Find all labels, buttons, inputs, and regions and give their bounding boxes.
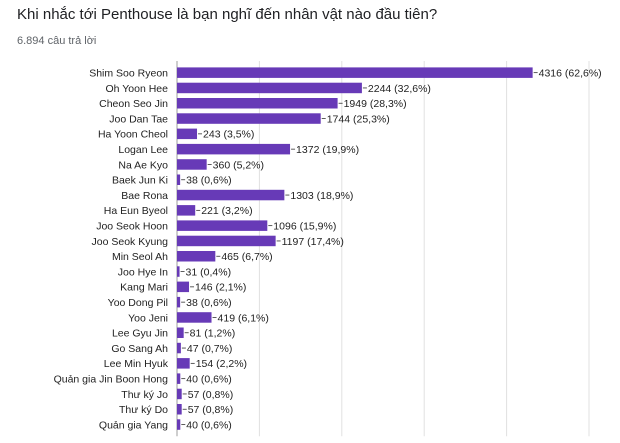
category-label: Joo Seok Kyung [92,236,169,248]
category-label: Ha Eun Byeol [104,205,168,217]
category-label: Baek Jun Ki [112,175,168,187]
category-label: Bae Rona [121,190,168,202]
data-label: 4316 (62,6%) [539,67,602,79]
category-label: Shim Soo Ryeon [89,67,168,79]
category-label: Lee Min Hyuk [104,358,169,370]
bar [177,128,198,140]
bar [177,342,181,354]
category-label: Joo Seok Hoon [96,220,168,232]
data-label: 57 (0,8%) [188,389,234,401]
response-count: 6.894 câu trả lời [17,35,97,47]
category-label: Cheon Seo Jin [99,98,168,110]
bar [177,296,181,308]
category-label: Oh Yoon Hee [106,83,169,95]
category-label: Yoo Jeni [128,312,168,324]
data-label: 1372 (19,9%) [296,144,359,156]
category-label: Logan Lee [118,144,168,156]
bar [177,388,182,400]
category-label: Na Ae Kyo [118,159,168,171]
bar [177,312,212,323]
bar [177,373,181,384]
bar [177,143,291,155]
data-label: 221 (3,2%) [201,205,252,217]
data-label: 1197 (17,4%) [282,236,344,248]
bar [177,251,216,262]
data-label: 419 (6,1%) [218,312,269,324]
data-label: 154 (2,2%) [196,358,247,370]
data-label: 1096 (15,9%) [273,220,336,232]
data-label: 146 (2,1%) [195,282,246,294]
category-label: Kang Mari [120,282,168,294]
data-label: 40 (0,6%) [186,419,232,431]
bar [177,404,182,415]
data-label: 38 (0,6%) [186,297,232,309]
bar [177,419,181,430]
data-label: 81 (1,2%) [190,328,236,340]
category-label: Min Seol Ah [112,251,168,263]
bar [177,358,190,369]
data-label: 1744 (25,3%) [327,113,390,125]
bar [177,98,338,109]
category-label: Joo Hye In [118,266,168,278]
data-label: 31 (0,4%) [186,266,232,278]
category-label: Go Sang Ah [111,343,168,355]
chart-title: Khi nhắc tới Penthouse là bạn nghĩ đến n… [17,6,438,23]
data-label: 465 (6,7%) [221,251,272,263]
category-label: Quản gia Yang [99,419,168,431]
category-label: Yoo Dong Pil [108,297,168,309]
bar [177,159,207,170]
data-label: 47 (0,7%) [187,343,233,355]
bar [177,174,181,185]
category-label: Thư ký Do [119,404,168,416]
category-label: Lee Gyu Jin [112,328,168,340]
bar [177,220,268,231]
data-label: 243 (3,5%) [203,129,254,141]
bar [177,235,276,247]
data-label: 360 (5,2%) [213,159,264,171]
category-label: Quản gia Jin Boon Hong [54,373,169,385]
bar [177,266,180,277]
data-label: 40 (0,6%) [186,373,232,385]
data-label: 2244 (32,6%) [368,83,431,95]
bar [177,67,533,78]
category-label: Joo Dan Tae [109,113,168,125]
category-label: Thư ký Jo [121,389,168,401]
bar [177,281,190,293]
data-label: 57 (0,8%) [188,404,234,416]
category-label: Ha Yoon Cheol [98,129,168,141]
data-label: 1949 (28,3%) [344,98,407,110]
bar [177,113,321,124]
bar [177,82,362,94]
bar [177,205,196,216]
bar [177,189,285,201]
bar [177,327,184,338]
data-label: 1303 (18,9%) [290,190,353,202]
data-label: 38 (0,6%) [186,175,232,187]
